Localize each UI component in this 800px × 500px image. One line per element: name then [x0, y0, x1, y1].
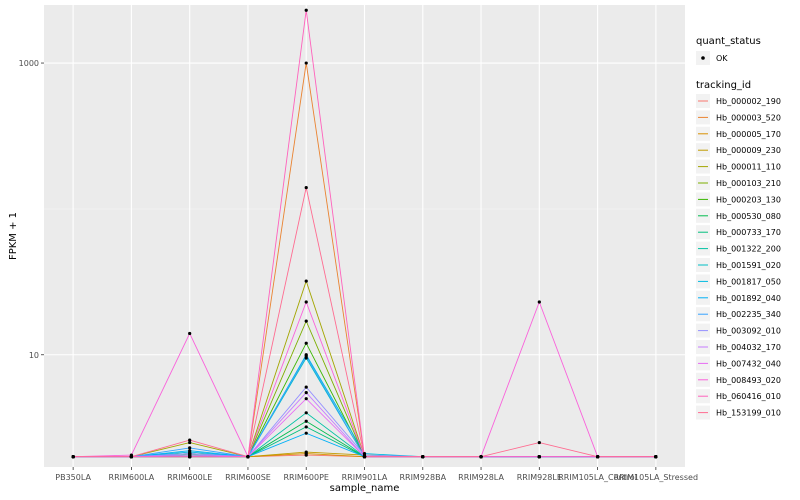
data-point: [188, 331, 192, 336]
y-tick-label: 1000: [19, 59, 39, 68]
data-point: [304, 341, 308, 345]
data-point: [304, 354, 308, 358]
data-point: [129, 455, 134, 459]
grid: [44, 5, 685, 467]
x-tick-label: RRIM600LA: [109, 473, 155, 482]
axes: 10 1000 PB350LA RRIM600LA RRIM600LE RRIM600SE…: [19, 59, 698, 482]
legend-color-title: tracking_id: [696, 80, 751, 91]
legend-series-label: Hb_000103_210: [716, 179, 781, 188]
x-tick-label: RRIM600SE: [225, 473, 271, 482]
legend-series-label: Hb_000733_170: [716, 228, 781, 237]
legend-series-label: Hb_001322_200: [716, 245, 781, 254]
data-point: [71, 455, 75, 459]
data-point: [304, 279, 308, 283]
legend-shape-point: [701, 56, 705, 60]
x-tick-label: RRIM600PE: [283, 473, 329, 482]
data-point: [304, 419, 308, 423]
legend-series-label: Hb_001817_050: [716, 277, 781, 286]
legend-series-label: Hb_000002_190: [716, 97, 781, 106]
legend-series-label: Hb_003092_010: [716, 327, 781, 336]
data-point: [304, 391, 308, 395]
data-point: [654, 455, 658, 459]
legend-series-label: Hb_000005_170: [716, 130, 781, 139]
data-point: [304, 411, 308, 415]
data-point: [188, 440, 192, 445]
data-point: [304, 8, 308, 12]
x-tick-label: RRIM105LA_Stressed: [614, 473, 698, 482]
data-point: [304, 185, 308, 190]
data-point: [304, 397, 308, 401]
x-tick-label: RRIM600LE: [167, 473, 212, 482]
legend-series-label: Hb_007432_040: [716, 359, 781, 368]
legend-series-label: Hb_000203_130: [716, 195, 781, 204]
legend-series-label: Hb_000011_110: [716, 163, 781, 172]
x-tick-label: RRIM928LA: [458, 473, 504, 482]
legend-series-label: Hb_004032_170: [716, 343, 781, 352]
x-tick-label: PB350LA: [55, 473, 91, 482]
data-point: [304, 319, 308, 323]
x-tick-label: RRIM928LE: [517, 473, 562, 482]
data-point: [246, 455, 250, 459]
data-point: [595, 455, 600, 459]
data-point: [421, 455, 425, 459]
data-point: [188, 455, 192, 459]
data-point: [304, 300, 308, 304]
legend-series-label: Hb_153199_010: [716, 409, 781, 418]
legend-series-label: Hb_001892_040: [716, 294, 781, 303]
y-tick-label: 10: [29, 351, 39, 360]
data-point: [537, 455, 541, 459]
legend-shape-title: quant_status: [696, 36, 761, 47]
legend-series-label: Hb_000530_080: [716, 212, 781, 221]
data-point: [188, 446, 192, 450]
legend-series-label: Hb_008493_020: [716, 376, 781, 385]
x-tick-label: RRIM928BA: [399, 473, 446, 482]
legend-series-label: Hb_002235_340: [716, 310, 781, 319]
data-point: [188, 438, 192, 442]
data-point: [537, 440, 541, 445]
legend-series-label: Hb_001591_020: [716, 261, 781, 270]
series-points: [71, 8, 658, 459]
legend: quant_status OK tracking_id Hb_000002_19…: [696, 36, 781, 420]
data-point: [362, 455, 367, 459]
legend-series-label: Hb_000009_230: [716, 146, 781, 155]
data-point: [304, 431, 308, 435]
data-point: [304, 425, 308, 429]
legend-shape-label: OK: [716, 54, 728, 63]
legend-series-label: Hb_060416_010: [716, 392, 781, 401]
data-point: [304, 385, 308, 389]
x-tick-label: RRIM901LA: [342, 473, 388, 482]
data-point: [188, 449, 192, 453]
data-point: [479, 455, 483, 459]
data-point: [537, 300, 541, 304]
x-axis-title: sample_name: [330, 483, 400, 494]
y-axis-title: FPKM + 1: [8, 212, 19, 260]
data-point: [304, 450, 308, 454]
legend-series-label: Hb_000003_520: [716, 113, 781, 122]
data-point: [304, 61, 308, 65]
x-tick-label: RRIM105LA_Control: [558, 473, 637, 482]
